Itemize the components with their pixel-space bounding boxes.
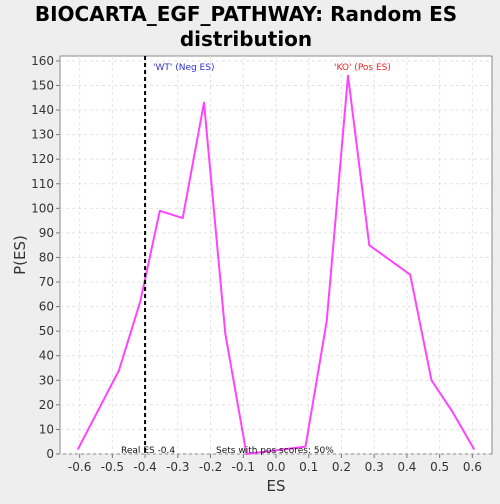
axes: 0 10 20 30 40 50 60 70 80 90 100 110 120 130 140 150 160…: [31, 54, 482, 474]
y-axis-label: P(ES): [11, 235, 29, 275]
y-tick-label: 30: [39, 373, 54, 387]
data-point: [139, 300, 141, 303]
x-axis-label: ES: [267, 477, 286, 495]
y-tick-label: 90: [39, 226, 54, 240]
data-point: [325, 320, 328, 323]
data-point: [224, 332, 227, 335]
y-tick-label: 110: [31, 177, 54, 191]
es-series-line: [77, 74, 475, 455]
y-tick-label: 70: [39, 275, 54, 289]
data-point: [409, 273, 411, 276]
y-tick-label: 80: [39, 250, 54, 264]
data-point: [473, 448, 475, 450]
series-layer: [77, 74, 475, 455]
neg-es-label: 'WT' (Neg ES): [153, 63, 214, 73]
data-point: [430, 379, 433, 382]
data-point: [368, 244, 371, 246]
x-tick-label: 0.2: [332, 460, 351, 474]
real-es-label: Real ES -0.4: [121, 446, 175, 456]
y-tick-label: 140: [31, 103, 54, 117]
x-tick-label: 0.0: [266, 460, 285, 474]
x-tick-label: -0.4: [133, 460, 156, 474]
x-tick-label: 0.1: [299, 460, 318, 474]
x-tick-label: 0.5: [430, 460, 449, 474]
y-tick-label: 60: [39, 300, 54, 314]
data-point: [77, 448, 79, 450]
x-tick-label: -0.1: [232, 460, 255, 474]
y-tick-label: 160: [31, 54, 54, 68]
data-point: [203, 101, 205, 104]
y-tick-label: 50: [39, 324, 54, 338]
y-tick-label: 150: [31, 78, 54, 92]
chart-title-line-1: BIOCARTA_EGF_PATHWAY: Random ES: [35, 2, 457, 26]
y-tick-label: 40: [39, 349, 54, 363]
pos-scores-label: Sets with pos scores: 50%: [216, 446, 334, 456]
grid: [60, 56, 492, 455]
data-point: [451, 411, 454, 414]
x-tick-label: -0.2: [199, 460, 222, 474]
y-tick-label: 0: [46, 447, 54, 461]
data-point: [118, 369, 120, 372]
x-tick-label: 0.4: [397, 460, 416, 474]
y-tick-label: 20: [39, 398, 54, 412]
y-tick-label: 100: [31, 201, 54, 215]
y-tick-label: 10: [39, 422, 54, 436]
x-tick-label: -0.3: [166, 460, 189, 474]
data-point: [347, 74, 349, 77]
data-point: [304, 445, 307, 448]
data-point: [245, 453, 248, 455]
y-tick-label: 120: [31, 152, 54, 166]
pos-es-label: 'KO' (Pos ES): [334, 63, 391, 73]
x-tick-label: -0.5: [101, 460, 124, 474]
x-tick-label: 0.6: [463, 460, 482, 474]
data-point: [159, 209, 161, 212]
y-tick-label: 130: [31, 128, 54, 142]
x-tick-label: 0.3: [365, 460, 384, 474]
data-point: [181, 217, 184, 219]
x-tick-label: -0.6: [68, 460, 91, 474]
chart-title-line-2: distribution: [180, 27, 312, 51]
